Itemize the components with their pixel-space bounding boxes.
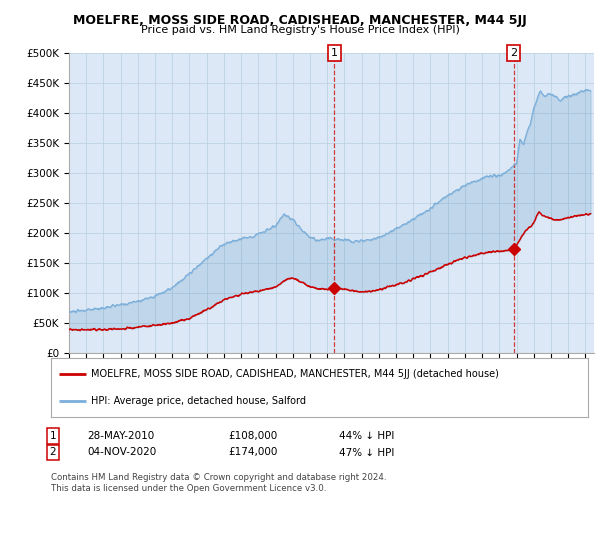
Text: Price paid vs. HM Land Registry's House Price Index (HPI): Price paid vs. HM Land Registry's House … — [140, 25, 460, 35]
Text: £108,000: £108,000 — [228, 431, 277, 441]
Text: 44% ↓ HPI: 44% ↓ HPI — [339, 431, 394, 441]
Text: MOELFRE, MOSS SIDE ROAD, CADISHEAD, MANCHESTER, M44 5JJ: MOELFRE, MOSS SIDE ROAD, CADISHEAD, MANC… — [73, 14, 527, 27]
Text: £174,000: £174,000 — [228, 447, 277, 458]
Text: Contains HM Land Registry data © Crown copyright and database right 2024.
This d: Contains HM Land Registry data © Crown c… — [51, 473, 386, 493]
Text: 2: 2 — [49, 447, 56, 458]
Text: 1: 1 — [49, 431, 56, 441]
Text: MOELFRE, MOSS SIDE ROAD, CADISHEAD, MANCHESTER, M44 5JJ (detached house): MOELFRE, MOSS SIDE ROAD, CADISHEAD, MANC… — [91, 368, 499, 379]
Text: 1: 1 — [331, 48, 338, 58]
Text: 47% ↓ HPI: 47% ↓ HPI — [339, 447, 394, 458]
Text: 2: 2 — [510, 48, 517, 58]
Text: 04-NOV-2020: 04-NOV-2020 — [87, 447, 156, 458]
Text: HPI: Average price, detached house, Salford: HPI: Average price, detached house, Salf… — [91, 396, 306, 407]
Text: 28-MAY-2010: 28-MAY-2010 — [87, 431, 154, 441]
